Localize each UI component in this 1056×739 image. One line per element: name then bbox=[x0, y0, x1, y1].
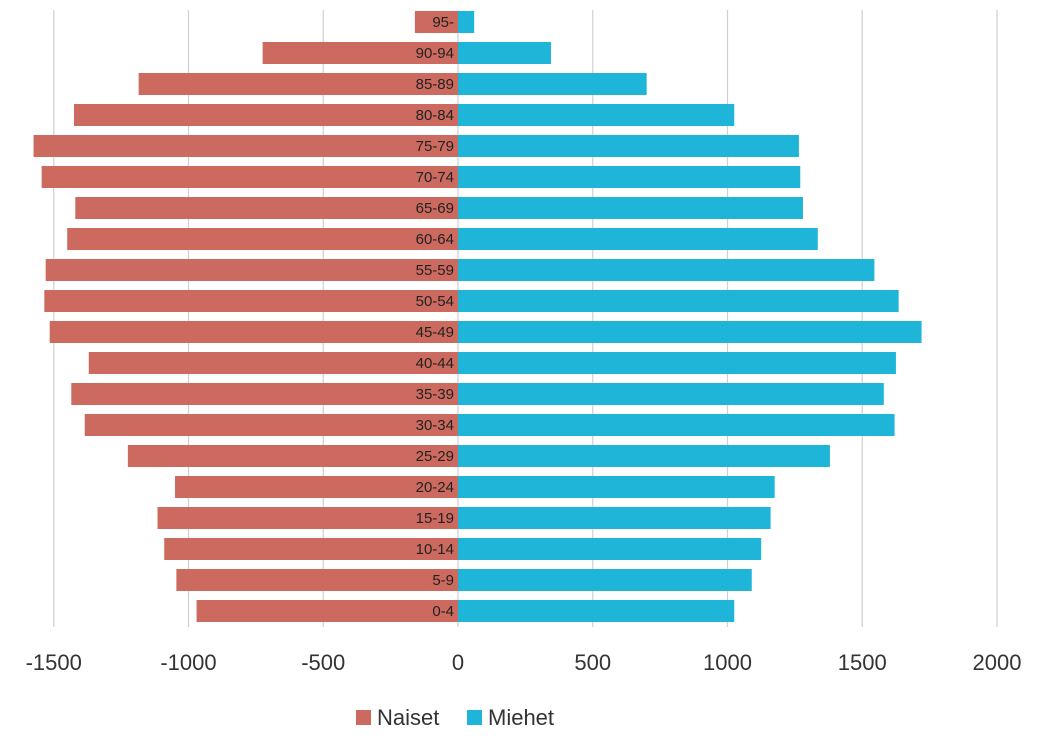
category-label: 20-24 bbox=[416, 479, 454, 496]
bar-miehet-45-49 bbox=[458, 321, 922, 343]
legend-swatch-miehet bbox=[467, 710, 482, 725]
bar-miehet-65-69 bbox=[458, 197, 803, 219]
category-label: 0-4 bbox=[432, 603, 454, 620]
bar-naiset-40-44 bbox=[88, 352, 458, 374]
bar-naiset-5-9 bbox=[176, 569, 458, 591]
category-label: 95- bbox=[432, 14, 454, 31]
x-tick-label: 0 bbox=[452, 650, 464, 675]
bar-naiset-10-14 bbox=[164, 538, 458, 560]
category-label: 75-79 bbox=[416, 138, 454, 155]
bar-miehet-5-9 bbox=[458, 569, 752, 591]
bar-naiset-65-69 bbox=[75, 197, 458, 219]
grid-lines bbox=[53, 10, 998, 627]
bar-naiset-0-4 bbox=[196, 600, 458, 622]
bar-miehet-25-29 bbox=[458, 445, 830, 467]
bar-miehet-30-34 bbox=[458, 414, 895, 436]
bar-miehet-0-4 bbox=[458, 600, 735, 622]
category-label: 90-94 bbox=[416, 45, 454, 62]
category-label: 70-74 bbox=[416, 169, 454, 186]
category-label: 60-64 bbox=[416, 231, 454, 248]
x-tick-label: -500 bbox=[301, 650, 345, 675]
category-label: 80-84 bbox=[416, 107, 454, 124]
bar-naiset-50-54 bbox=[44, 290, 458, 312]
category-label: 35-39 bbox=[416, 386, 454, 403]
bar-miehet-35-39 bbox=[458, 383, 884, 405]
x-axis-ticks: -1500 -1000 -500 0 500 1000 1500 2000 bbox=[26, 650, 1022, 675]
x-tick-label: 2000 bbox=[973, 650, 1022, 675]
bar-miehet-60-64 bbox=[458, 228, 818, 250]
category-label: 50-54 bbox=[416, 293, 454, 310]
bar-miehet-95- bbox=[458, 11, 475, 33]
bar-naiset-75-79 bbox=[33, 135, 458, 157]
category-label: 85-89 bbox=[416, 76, 454, 93]
bar-naiset-80-84 bbox=[73, 104, 459, 126]
legend-swatch-naiset bbox=[356, 710, 371, 725]
bar-miehet-75-79 bbox=[458, 135, 799, 157]
bar-miehet-10-14 bbox=[458, 538, 762, 560]
bar-miehet-70-74 bbox=[458, 166, 801, 188]
category-label: 5-9 bbox=[432, 572, 454, 589]
bars bbox=[33, 11, 922, 622]
legend-label-miehet: Miehet bbox=[488, 705, 554, 730]
category-label: 30-34 bbox=[416, 417, 454, 434]
bar-naiset-60-64 bbox=[67, 228, 458, 250]
bar-naiset-20-24 bbox=[175, 476, 458, 498]
bar-naiset-45-49 bbox=[49, 321, 459, 343]
bar-miehet-15-19 bbox=[458, 507, 771, 529]
x-tick-label: 1000 bbox=[703, 650, 752, 675]
bar-naiset-70-74 bbox=[41, 166, 459, 188]
bar-miehet-85-89 bbox=[458, 73, 647, 95]
x-tick-label: 1500 bbox=[838, 650, 887, 675]
category-labels: 0-4 5-9 10-14 15-19 20-24 25-29 30-34 35-39 40-4… bbox=[416, 14, 454, 620]
bar-naiset-55-59 bbox=[45, 259, 458, 281]
bar-miehet-80-84 bbox=[458, 104, 735, 126]
x-tick-label: -1500 bbox=[26, 650, 82, 675]
bar-naiset-85-89 bbox=[138, 73, 458, 95]
x-tick-label: -1000 bbox=[160, 650, 216, 675]
bar-miehet-50-54 bbox=[458, 290, 899, 312]
bar-naiset-35-39 bbox=[71, 383, 458, 405]
bar-naiset-30-34 bbox=[84, 414, 459, 436]
category-label: 25-29 bbox=[416, 448, 454, 465]
bar-naiset-90-94 bbox=[262, 42, 458, 64]
category-label: 65-69 bbox=[416, 200, 454, 217]
bar-naiset-25-29 bbox=[127, 445, 459, 467]
category-label: 45-49 bbox=[416, 324, 454, 341]
bar-miehet-90-94 bbox=[458, 42, 551, 64]
bar-miehet-55-59 bbox=[458, 259, 875, 281]
bar-naiset-95- bbox=[414, 11, 458, 33]
category-label: 15-19 bbox=[416, 510, 454, 527]
legend-label-naiset: Naiset bbox=[377, 705, 439, 730]
legend: Naiset Miehet bbox=[356, 705, 554, 730]
bar-miehet-20-24 bbox=[458, 476, 775, 498]
bar-naiset-15-19 bbox=[157, 507, 458, 529]
bar-miehet-40-44 bbox=[458, 352, 896, 374]
category-label: 40-44 bbox=[416, 355, 454, 372]
x-tick-label: 500 bbox=[574, 650, 611, 675]
category-label: 55-59 bbox=[416, 262, 454, 279]
category-label: 10-14 bbox=[416, 541, 454, 558]
